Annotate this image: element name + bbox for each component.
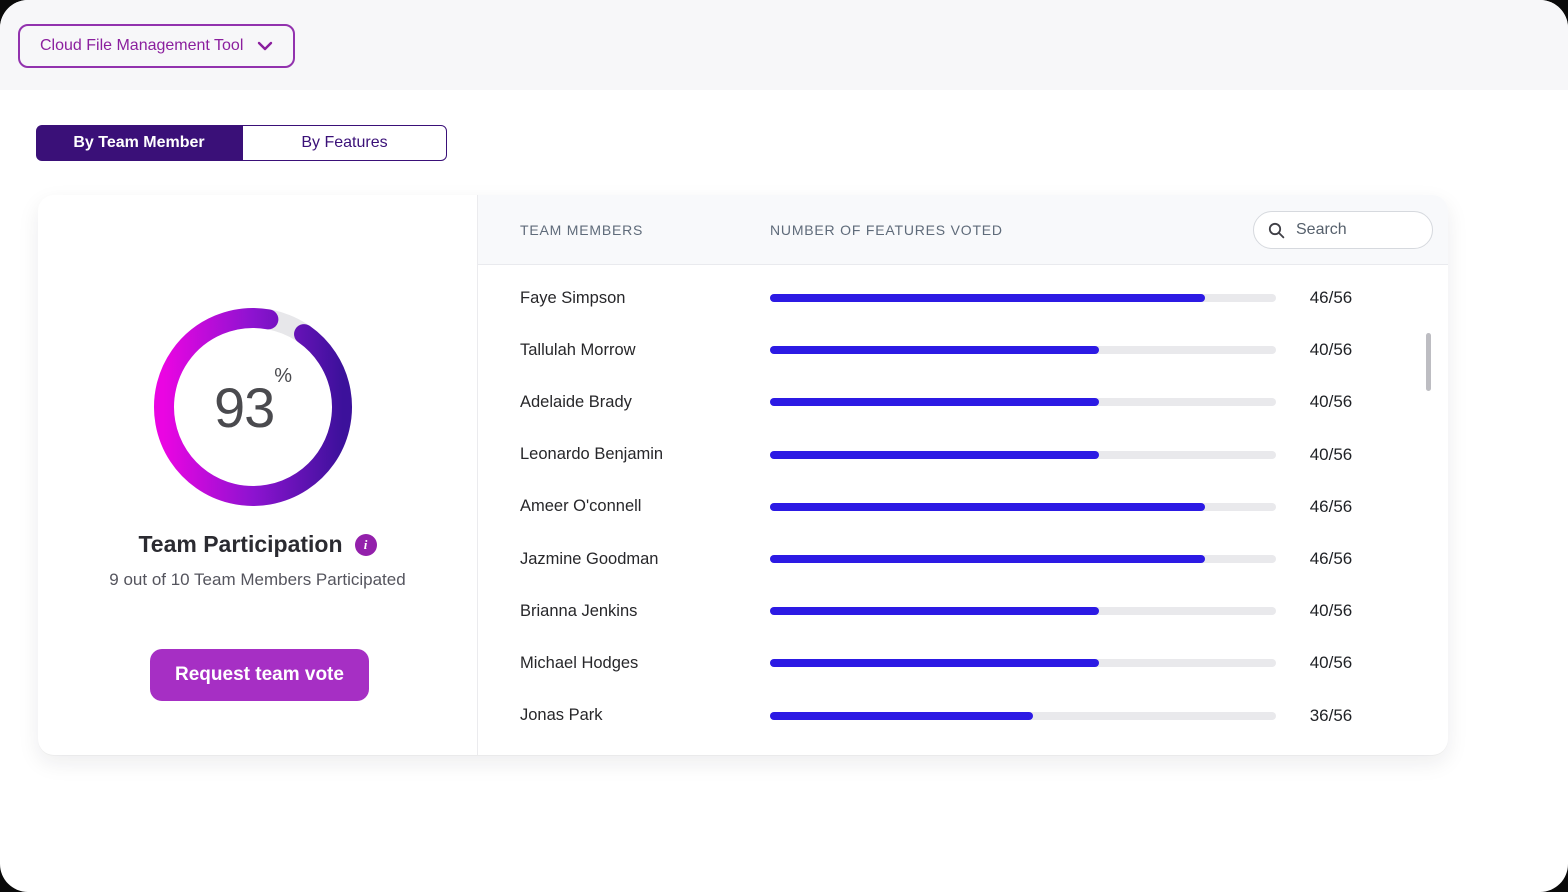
- table-row: Michael Hodges 40/56: [478, 637, 1448, 689]
- votes-bar: [770, 555, 1276, 564]
- product-switcher-label: Cloud File Management Tool: [40, 37, 244, 54]
- table-row: Jonas Park 36/56: [478, 690, 1448, 742]
- votes-bar-fill: [770, 398, 1099, 407]
- table-row: Faye Simpson 46/56: [478, 272, 1448, 324]
- member-name: Tallulah Morrow: [520, 340, 636, 359]
- votes-bar: [770, 450, 1276, 459]
- votes-bar-fill: [770, 346, 1099, 355]
- votes-bar: [770, 711, 1276, 720]
- votes-bar-track: [770, 450, 1276, 459]
- votes-count: 46/56: [1309, 288, 1353, 308]
- votes-count: 40/56: [1309, 653, 1353, 673]
- votes-count: 40/56: [1309, 392, 1353, 412]
- votes-bar-fill: [770, 294, 1206, 303]
- votes-bar-fill: [770, 450, 1099, 459]
- participation-percent-sign: %: [274, 365, 293, 387]
- member-name: Adelaide Brady: [520, 392, 632, 411]
- votes-count: 40/56: [1309, 601, 1353, 621]
- participation-card: 93 % Team Participation i 9 out of 10 Te…: [38, 195, 1448, 755]
- search-input[interactable]: [1294, 220, 1408, 240]
- search-icon: [1268, 222, 1285, 238]
- table-row: Brianna Jenkins 40/56: [478, 585, 1448, 637]
- votes-bar-track: [770, 346, 1276, 355]
- request-team-vote-button[interactable]: Request team vote: [150, 649, 369, 701]
- table-row: Adelaide Brady 40/56: [478, 376, 1448, 428]
- participation-ring-progress: [154, 308, 352, 506]
- table-row: Jazmine Goodman 46/56: [478, 533, 1448, 585]
- participation-summary-panel: 93 % Team Participation i 9 out of 10 Te…: [38, 195, 478, 755]
- participation-donut-svg: [154, 308, 352, 506]
- tab-by-features-label: By Features: [301, 134, 388, 151]
- votes-bar-track: [770, 659, 1276, 668]
- votes-bar-track: [770, 398, 1276, 407]
- votes-count: 40/56: [1309, 444, 1353, 464]
- info-icon[interactable]: i: [354, 533, 377, 556]
- scrollbar-thumb[interactable]: [1426, 333, 1431, 391]
- member-name: Jonas Park: [520, 706, 603, 725]
- votes-bar-fill: [770, 607, 1099, 616]
- table-row: Ameer O'connell 46/56: [478, 481, 1448, 533]
- participation-percent-number: 93: [213, 375, 275, 439]
- votes-bar: [770, 346, 1276, 355]
- member-name: Ameer O'connell: [520, 497, 642, 516]
- product-switcher-dropdown[interactable]: Cloud File Management Tool: [18, 24, 296, 68]
- votes-bar-track: [770, 711, 1276, 720]
- votes-bar-track: [770, 502, 1276, 511]
- votes-count: 46/56: [1309, 549, 1353, 569]
- votes-count: 40/56: [1309, 340, 1353, 360]
- votes-bar: [770, 502, 1276, 511]
- table-row: Tallulah Morrow 40/56: [478, 324, 1448, 376]
- member-name: Brianna Jenkins: [520, 601, 638, 620]
- votes-bar: [770, 607, 1276, 616]
- votes-bar: [770, 294, 1276, 303]
- member-name: Faye Simpson: [520, 288, 626, 307]
- votes-bar-fill: [770, 502, 1206, 511]
- votes-table-header: TEAM MEMBERS NUMBER OF FEATURES VOTED: [478, 195, 1448, 265]
- member-name: Jazmine Goodman: [520, 549, 659, 568]
- member-name: Michael Hodges: [520, 653, 639, 672]
- column-header-features-voted: NUMBER OF FEATURES VOTED: [770, 221, 1003, 238]
- top-bar: Cloud File Management Tool: [0, 0, 1568, 90]
- view-tabs: By Team Member By Features: [36, 125, 447, 161]
- member-name: Leonardo Benjamin: [520, 445, 664, 464]
- table-row: Leonardo Benjamin 40/56: [478, 429, 1448, 481]
- votes-bar-track: [770, 555, 1276, 564]
- participation-donut: 93 %: [153, 307, 353, 507]
- participation-title: Team Participation: [138, 531, 343, 557]
- votes-table-body: Faye Simpson 46/56 Tallulah Morrow 40/56…: [478, 265, 1448, 742]
- votes-table-panel: TEAM MEMBERS NUMBER OF FEATURES VOTED Fa…: [478, 195, 1448, 755]
- votes-bar-fill: [770, 659, 1099, 668]
- participation-subtitle: 9 out of 10 Team Members Participated: [109, 570, 406, 589]
- participation-percent: 93 %: [153, 307, 353, 507]
- votes-bar-fill: [770, 555, 1206, 564]
- votes-bar: [770, 398, 1276, 407]
- tab-by-features[interactable]: By Features: [242, 125, 447, 161]
- participation-title-row: Team Participation i: [38, 531, 477, 558]
- search-box[interactable]: [1253, 211, 1433, 249]
- column-header-team-members: TEAM MEMBERS: [520, 221, 644, 238]
- tab-by-team-member[interactable]: By Team Member: [36, 125, 242, 161]
- votes-bar-track: [770, 607, 1276, 616]
- votes-bar-fill: [770, 711, 1034, 720]
- votes-count: 46/56: [1309, 496, 1353, 516]
- votes-count: 36/56: [1309, 705, 1353, 725]
- chevron-down-icon: [258, 41, 273, 51]
- votes-bar: [770, 659, 1276, 668]
- tab-by-team-member-label: By Team Member: [73, 134, 205, 151]
- votes-bar-track: [770, 294, 1276, 303]
